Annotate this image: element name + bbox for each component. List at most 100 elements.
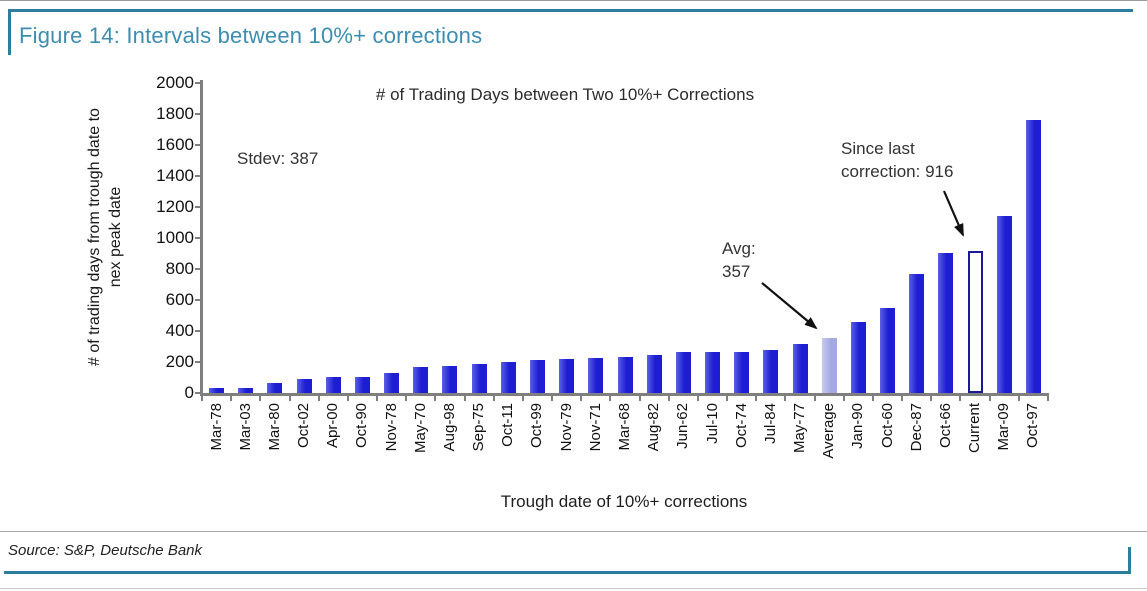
x-tick-label-Oct-99: Oct-99 <box>528 403 546 449</box>
bar-Current <box>967 251 983 393</box>
x-tick-mark <box>755 396 758 401</box>
y-tick-mark <box>195 361 202 363</box>
x-tick-mark <box>230 396 233 401</box>
y-tick-mark <box>195 82 202 84</box>
y-tick-label: 200 <box>165 352 194 371</box>
bar-Oct-60 <box>880 308 896 393</box>
x-tick-label-Oct-60: Oct-60 <box>878 403 896 449</box>
bar-Oct-11 <box>500 362 516 393</box>
x-tick-label-Oct-97: Oct-97 <box>1024 403 1042 449</box>
x-tick-label-Apr-00: Apr-00 <box>324 403 342 449</box>
x-tick-label-Oct-90: Oct-90 <box>353 403 371 449</box>
top-divider <box>8 9 1133 12</box>
stdev-annotation: Stdev: 387 <box>237 149 319 168</box>
since-last-annotation-line1: Since last <box>841 139 915 158</box>
x-tick-mark <box>667 396 670 401</box>
x-axis-line <box>200 393 1049 396</box>
bar-Nov-71 <box>588 358 604 393</box>
x-tick-mark <box>842 396 845 401</box>
x-tick-label-Oct-02: Oct-02 <box>295 403 313 449</box>
x-tick-label-Oct-74: Oct-74 <box>732 403 750 449</box>
x-axis-title: Trough date of 10%+ corrections <box>500 492 748 511</box>
bar-Jul-84 <box>763 350 779 393</box>
y-tick-mark <box>195 268 202 270</box>
bar-Apr-00 <box>325 377 341 393</box>
x-tick-mark <box>405 396 408 401</box>
x-tick-mark <box>201 396 203 401</box>
x-tick-mark <box>346 396 349 401</box>
bar-Oct-97 <box>1025 120 1041 393</box>
x-tick-mark <box>551 396 554 401</box>
x-tick-label-Jun-62: Jun-62 <box>674 403 692 449</box>
x-tick-label-Oct-66: Oct-66 <box>936 403 954 449</box>
x-tick-mark <box>901 396 904 401</box>
source-divider <box>0 531 1147 532</box>
bar-Jan-90 <box>850 322 866 393</box>
bottom-edge-line <box>0 588 1147 589</box>
bar-Oct-66 <box>938 253 954 393</box>
x-tick-mark <box>463 396 466 401</box>
y-tick-label: 400 <box>165 321 194 340</box>
y-tick-mark <box>195 392 202 394</box>
bar-Nov-78 <box>384 373 400 393</box>
x-tick-mark <box>492 396 495 401</box>
y-tick-label: 2000 <box>156 73 194 92</box>
bottom-right-tick <box>1128 547 1131 574</box>
x-tick-mark <box>609 396 612 401</box>
x-tick-mark <box>434 396 437 401</box>
y-tick-mark <box>195 206 202 208</box>
bar-Oct-74 <box>734 352 750 393</box>
x-tick-label-Average: Average <box>820 403 838 459</box>
x-tick-label-Mar-78: Mar-78 <box>207 403 225 451</box>
y-tick-mark <box>195 175 202 177</box>
x-tick-label-Nov-71: Nov-71 <box>586 403 604 452</box>
x-tick-label-Aug-82: Aug-82 <box>645 403 663 452</box>
y-tick-label: 1600 <box>156 135 194 154</box>
avg-annotation: Avg: 357 <box>722 237 756 283</box>
bar-Average <box>821 338 837 393</box>
y-tick-label: 0 <box>184 383 194 402</box>
x-tick-label-Current: Current <box>966 403 984 454</box>
x-tick-mark <box>930 396 933 401</box>
y-tick-mark <box>195 237 202 239</box>
bar-Mar-03 <box>238 388 254 393</box>
y-tick-mark <box>195 144 202 146</box>
since-last-annotation: Since last correction: 916 <box>841 137 953 183</box>
x-tick-label-May-70: May-70 <box>411 403 429 454</box>
x-tick-label-Mar-09: Mar-09 <box>995 403 1013 451</box>
x-tick-mark <box>638 396 641 401</box>
x-tick-label-Aug-98: Aug-98 <box>440 403 458 452</box>
bar-Mar-09 <box>996 216 1012 393</box>
y-tick-label: 600 <box>165 290 194 309</box>
x-tick-mark <box>959 396 962 401</box>
x-tick-label-Oct-11: Oct-11 <box>499 403 517 447</box>
x-tick-label-Nov-78: Nov-78 <box>382 403 400 452</box>
x-tick-mark <box>784 396 787 401</box>
x-tick-label-Dec-87: Dec-87 <box>907 403 925 452</box>
bar-Nov-79 <box>559 359 575 393</box>
bar-Oct-02 <box>296 379 312 393</box>
bar-Dec-87 <box>909 274 925 393</box>
x-tick-mark <box>871 396 874 401</box>
bar-Oct-90 <box>354 377 370 393</box>
x-tick-mark <box>376 396 379 401</box>
x-tick-label-Mar-68: Mar-68 <box>616 403 633 451</box>
x-tick-mark <box>726 396 729 401</box>
y-tick-label: 1000 <box>156 228 194 247</box>
x-tick-mark <box>317 396 320 401</box>
figure-title: Figure 14: Intervals between 10%+ correc… <box>19 23 483 48</box>
since-last-annotation-line2: correction: 916 <box>841 162 954 181</box>
bar-Mar-78 <box>209 388 225 393</box>
bar-Mar-80 <box>267 383 283 393</box>
source-text: Source: S&P, Deutsche Bank <box>8 542 203 559</box>
bar-Mar-68 <box>617 357 633 393</box>
x-tick-label-Jul-10: Jul-10 <box>703 403 721 444</box>
x-tick-label-May-77: May-77 <box>791 403 809 454</box>
bar-May-70 <box>413 367 429 393</box>
x-tick-mark <box>988 396 991 401</box>
avg-annotation-line2: 357 <box>722 262 751 281</box>
avg-annotation-line1: Avg: <box>722 239 756 258</box>
x-tick-mark <box>813 396 816 401</box>
